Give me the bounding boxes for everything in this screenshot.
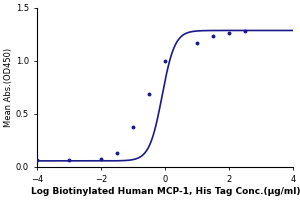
Point <box>195 41 200 44</box>
Point <box>35 159 40 162</box>
Y-axis label: Mean Abs.(OD450): Mean Abs.(OD450) <box>4 48 13 127</box>
Point <box>131 126 136 129</box>
X-axis label: Log Biotinylated Human MCP-1, His Tag Conc.(μg/ml): Log Biotinylated Human MCP-1, His Tag Co… <box>31 187 300 196</box>
Point <box>243 29 248 33</box>
Point <box>147 92 152 95</box>
Point <box>115 151 120 155</box>
Point <box>227 32 232 35</box>
Point <box>211 35 216 38</box>
Point <box>163 59 168 62</box>
Point <box>67 158 72 161</box>
Point <box>99 158 104 161</box>
